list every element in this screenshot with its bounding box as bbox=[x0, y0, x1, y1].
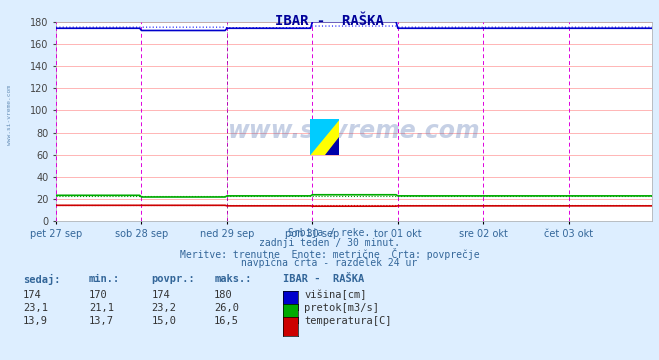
Text: pretok[m3/s]: pretok[m3/s] bbox=[304, 303, 380, 313]
Text: 26,0: 26,0 bbox=[214, 303, 239, 313]
Text: 170: 170 bbox=[89, 290, 107, 300]
Text: Meritve: trenutne  Enote: metrične  Črta: povprečje: Meritve: trenutne Enote: metrične Črta: … bbox=[180, 248, 479, 260]
Text: sedaj:: sedaj: bbox=[23, 274, 61, 285]
Polygon shape bbox=[310, 119, 339, 155]
Text: min.:: min.: bbox=[89, 274, 120, 284]
Text: 23,2: 23,2 bbox=[152, 303, 177, 313]
Text: 174: 174 bbox=[152, 290, 170, 300]
Text: IBAR -  RAŠKA: IBAR - RAŠKA bbox=[275, 14, 384, 28]
Polygon shape bbox=[310, 119, 339, 155]
Text: zadnji teden / 30 minut.: zadnji teden / 30 minut. bbox=[259, 238, 400, 248]
Text: 13,7: 13,7 bbox=[89, 316, 114, 326]
Polygon shape bbox=[325, 137, 339, 155]
Text: 174: 174 bbox=[23, 290, 42, 300]
Text: www.si-vreme.com: www.si-vreme.com bbox=[228, 120, 480, 144]
Text: povpr.:: povpr.: bbox=[152, 274, 195, 284]
Text: 15,0: 15,0 bbox=[152, 316, 177, 326]
Text: IBAR -  RAŠKA: IBAR - RAŠKA bbox=[283, 274, 364, 284]
Text: 21,1: 21,1 bbox=[89, 303, 114, 313]
Text: 180: 180 bbox=[214, 290, 233, 300]
Text: www.si-vreme.com: www.si-vreme.com bbox=[7, 85, 12, 145]
Text: navpična črta - razdelek 24 ur: navpična črta - razdelek 24 ur bbox=[241, 258, 418, 268]
Text: 23,1: 23,1 bbox=[23, 303, 48, 313]
Text: 16,5: 16,5 bbox=[214, 316, 239, 326]
Text: Srbija / reke.: Srbija / reke. bbox=[289, 228, 370, 238]
Text: temperatura[C]: temperatura[C] bbox=[304, 316, 392, 326]
Text: maks.:: maks.: bbox=[214, 274, 252, 284]
Text: višina[cm]: višina[cm] bbox=[304, 290, 367, 300]
Text: 13,9: 13,9 bbox=[23, 316, 48, 326]
